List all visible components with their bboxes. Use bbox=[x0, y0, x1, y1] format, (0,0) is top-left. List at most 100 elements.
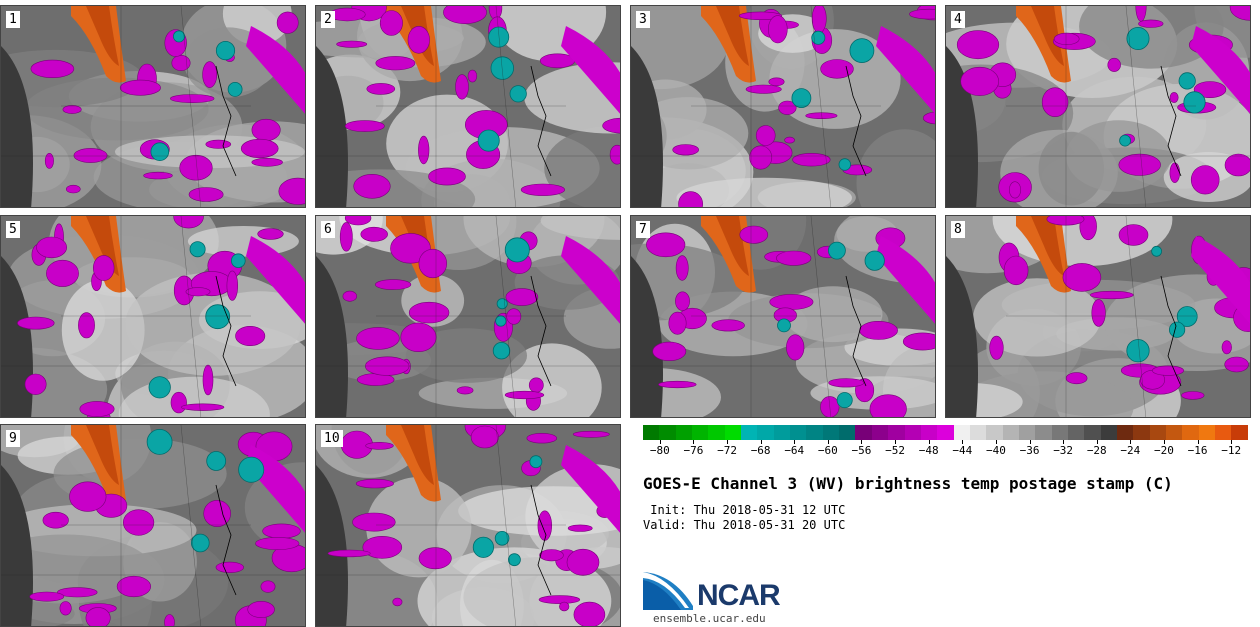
colorbar-tick-label: −60 bbox=[817, 444, 838, 457]
colorbar-swatch bbox=[773, 425, 791, 440]
colorbar-swatch bbox=[1182, 425, 1199, 440]
colorbar-tick-label: −76 bbox=[683, 444, 704, 457]
colorbar-tick-mark bbox=[659, 440, 661, 444]
colorbar-tick-mark bbox=[693, 440, 695, 444]
panel-number-label: 1 bbox=[6, 11, 20, 28]
colorbar-swatch bbox=[839, 425, 856, 440]
panel-number-label: 2 bbox=[321, 11, 335, 28]
colorbar-swatch bbox=[724, 425, 742, 440]
panel-number-label: 5 bbox=[6, 221, 20, 238]
colorbar-swatch bbox=[1149, 425, 1166, 440]
colorbar-swatch bbox=[871, 425, 889, 440]
colorbar-swatch bbox=[888, 425, 905, 440]
colorbar-tick-mark bbox=[1197, 440, 1199, 444]
panel-number-label: 3 bbox=[636, 11, 650, 28]
colorbar-swatch bbox=[1100, 425, 1117, 440]
colorbar-tick-mark bbox=[1130, 440, 1132, 444]
colorbar-swatch bbox=[1002, 425, 1019, 440]
colorbar-swatch bbox=[757, 425, 774, 440]
colorbar-tick-mark bbox=[1163, 440, 1165, 444]
colorbar-swatch bbox=[1166, 425, 1183, 440]
panel-number-label: 4 bbox=[951, 11, 965, 28]
colorbar-tick-label: −24 bbox=[1120, 444, 1141, 457]
colorbar-swatch bbox=[708, 425, 725, 440]
colorbar-tick-label: −16 bbox=[1187, 444, 1208, 457]
colorbar-swatch bbox=[1067, 425, 1085, 440]
colorbar-swatch bbox=[904, 425, 921, 440]
colorbar-swatch bbox=[806, 425, 823, 440]
colorbar-tick-mark bbox=[1063, 440, 1065, 444]
colorbar-tick-label: −12 bbox=[1221, 444, 1242, 457]
colorbar-swatch bbox=[937, 425, 954, 440]
colorbar-tick-mark bbox=[1231, 440, 1233, 444]
postage-stamp-panel-4: 4 bbox=[945, 5, 1251, 208]
colorbar-tick-label: −80 bbox=[649, 444, 670, 457]
colorbar bbox=[643, 425, 1248, 440]
colorbar-tick-mark bbox=[727, 440, 729, 444]
colorbar-swatch bbox=[920, 425, 938, 440]
valid-time: Valid: Thu 2018-05-31 20 UTC bbox=[643, 518, 846, 532]
postage-stamp-panel-6: 6 bbox=[315, 215, 621, 418]
panel-number-label: 7 bbox=[636, 221, 650, 238]
postage-stamp-panel-9: 9 bbox=[0, 424, 306, 627]
colorbar-swatch bbox=[643, 425, 660, 440]
colorbar-swatch bbox=[1116, 425, 1134, 440]
colorbar-tick-label: −36 bbox=[1019, 444, 1040, 457]
colorbar-tick-label: −40 bbox=[985, 444, 1006, 457]
postage-stamp-panel-3: 3 bbox=[630, 5, 936, 208]
colorbar-tick-mark bbox=[962, 440, 964, 444]
panel-number-label: 8 bbox=[951, 221, 965, 238]
init-time: Init: Thu 2018-05-31 12 UTC bbox=[650, 503, 846, 517]
colorbar-tick-label: −48 bbox=[918, 444, 939, 457]
colorbar-swatch bbox=[969, 425, 987, 440]
figure-title: GOES-E Channel 3 (WV) brightness temp po… bbox=[643, 474, 1173, 493]
colorbar-tick-mark bbox=[760, 440, 762, 444]
colorbar-swatch bbox=[741, 425, 758, 440]
panel-number-label: 9 bbox=[6, 430, 20, 447]
colorbar-tick-mark bbox=[995, 440, 997, 444]
colorbar-swatch bbox=[855, 425, 872, 440]
colorbar-tick-mark bbox=[861, 440, 863, 444]
colorbar-swatch bbox=[1215, 425, 1232, 440]
ncar-logo-text: NCAR bbox=[697, 579, 781, 612]
colorbar-tick-mark bbox=[794, 440, 796, 444]
colorbar-swatch bbox=[659, 425, 676, 440]
colorbar-tick-label: −52 bbox=[885, 444, 906, 457]
source-url: ensemble.ucar.edu bbox=[653, 612, 766, 625]
postage-stamp-panel-8: 8 bbox=[945, 215, 1251, 418]
colorbar-tick-label: −20 bbox=[1154, 444, 1174, 457]
colorbar-swatch bbox=[986, 425, 1003, 440]
colorbar-swatch bbox=[1198, 425, 1216, 440]
colorbar-swatch bbox=[675, 425, 693, 440]
postage-stamp-panel-10: 10 bbox=[315, 424, 621, 627]
colorbar-swatch bbox=[1035, 425, 1052, 440]
colorbar-tick-mark bbox=[1096, 440, 1098, 444]
colorbar-swatch bbox=[1231, 425, 1248, 440]
colorbar-swatch bbox=[1018, 425, 1036, 440]
colorbar-tickmarks bbox=[643, 440, 1248, 444]
postage-stamp-panel-5: 5 bbox=[0, 215, 306, 418]
colorbar-tick-label: −68 bbox=[750, 444, 771, 457]
colorbar-tick-mark bbox=[895, 440, 897, 444]
colorbar-tick-mark bbox=[827, 440, 829, 444]
colorbar-swatch bbox=[1133, 425, 1150, 440]
postage-stamp-panel-7: 7 bbox=[630, 215, 936, 418]
panel-number-label: 10 bbox=[321, 430, 343, 447]
colorbar-tick-label: −64 bbox=[784, 444, 805, 457]
colorbar-tick-mark bbox=[1029, 440, 1031, 444]
colorbar-tick-labels: −80 −76 −72 −68 −64 −60 −56 −52 −48 −44 −40 −36 −32−… bbox=[643, 444, 1248, 458]
colorbar-swatch bbox=[822, 425, 840, 440]
colorbar-tick-label: −28 bbox=[1086, 444, 1107, 457]
colorbar-swatch bbox=[1084, 425, 1101, 440]
colorbar-swatch bbox=[1051, 425, 1068, 440]
colorbar-swatch bbox=[953, 425, 970, 440]
panel-number-label: 6 bbox=[321, 221, 335, 238]
colorbar-tick-label: −44 bbox=[952, 444, 973, 457]
colorbar-tick-label: −72 bbox=[717, 444, 737, 457]
postage-stamp-panel-2: 2 bbox=[315, 5, 621, 208]
colorbar-swatch bbox=[790, 425, 807, 440]
colorbar-tick-label: −56 bbox=[851, 444, 872, 457]
colorbar-tick-mark bbox=[928, 440, 930, 444]
colorbar-swatch bbox=[692, 425, 709, 440]
postage-stamp-panel-1: 1 bbox=[0, 5, 306, 208]
